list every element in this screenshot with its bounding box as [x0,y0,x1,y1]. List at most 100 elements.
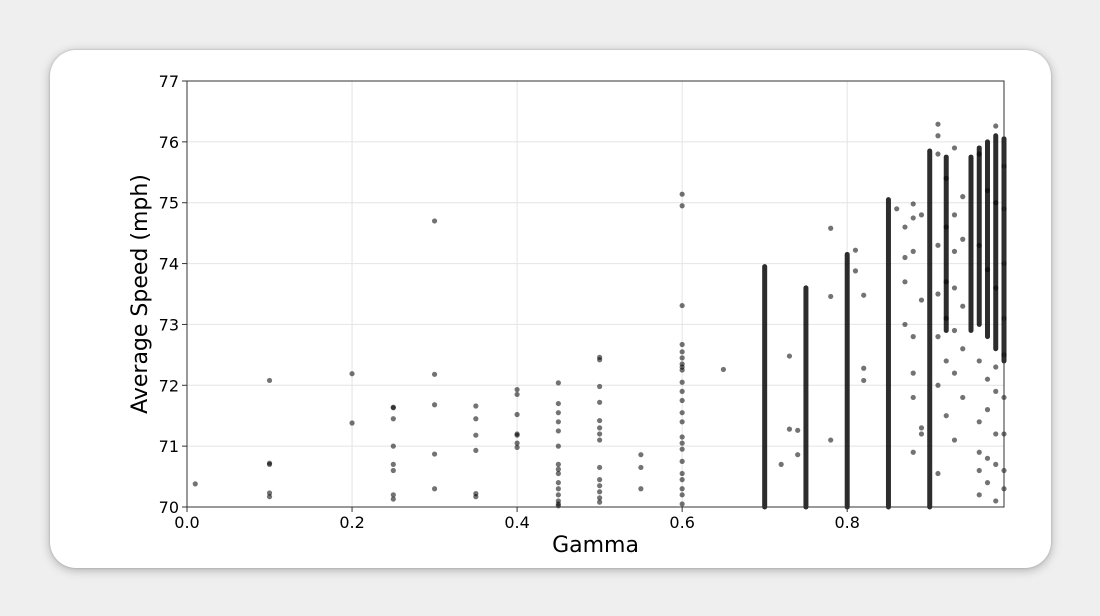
chart-card: 0.0 0.2 0.4 0.6 0.8 70 71 72 73 74 75 76 77 Gamma Av… [50,50,1051,568]
data-point [943,413,949,419]
data-point [679,458,685,464]
data-point [951,285,958,291]
data-point [984,407,991,413]
data-point [910,248,916,254]
data-point [993,388,999,394]
data-point [984,376,991,382]
data-point [951,248,958,254]
data-point [638,452,644,458]
data-point [984,187,991,194]
data-point [679,501,685,507]
data-point [902,224,908,230]
data-point [555,503,561,509]
data-point [943,224,949,230]
data-point [679,410,685,416]
data-point [918,212,925,218]
data-point [852,268,859,274]
data-point [679,349,685,355]
data-point [266,494,273,500]
y-tick-label: 70 [159,498,179,517]
data-point [902,279,908,285]
data-point [473,432,479,438]
data-point [597,464,603,471]
data-point [935,291,941,297]
data-point [597,357,603,363]
data-point [555,466,561,472]
data-point [555,470,561,477]
data-point [984,267,991,273]
data-point [679,397,685,404]
data-point [473,494,479,500]
data-point [861,365,867,371]
data-point [993,498,999,504]
data-point [431,218,438,224]
x-tick-label: 0.0 [174,513,199,532]
data-point [555,428,561,434]
data-point [976,151,982,157]
data-point [984,455,991,461]
data-point [943,358,949,364]
data-point [597,495,603,501]
data-point [993,200,999,206]
data-point [431,486,438,492]
data-point [597,437,603,443]
data-point [993,123,999,129]
data-point [679,440,685,446]
data-point [935,242,941,248]
data-point [514,440,520,446]
data-point [555,461,561,467]
x-tick-label: 0.8 [834,513,859,532]
data-point [555,480,561,486]
data-point [910,394,916,401]
data-point [976,419,982,425]
data-point [679,486,685,492]
data-point [918,431,925,437]
data-point [266,461,273,467]
y-tick-label: 76 [159,133,179,152]
data-point [473,416,479,422]
data-point [679,355,685,361]
data-point [555,419,561,425]
data-point [679,434,685,440]
data-point [679,477,685,483]
data-point [976,492,982,498]
data-point [473,447,479,454]
data-point [679,341,685,348]
data-point [935,382,941,388]
data-point [960,394,966,401]
data-point [555,443,561,449]
data-point [597,499,603,505]
data-point [514,432,520,438]
data-point [902,254,908,261]
data-point [679,492,685,498]
data-point [679,388,685,394]
data-point [993,364,999,370]
data-point [720,366,727,373]
y-tick-label: 77 [159,72,179,91]
x-axis-title: Gamma [552,533,639,558]
data-point [993,431,999,437]
data-point [679,203,685,209]
plot-frame [186,80,1005,508]
data-point [943,175,949,181]
data-point [910,334,916,340]
data-point [951,327,958,334]
data-point [910,449,916,455]
data-point [976,449,982,455]
data-point [795,427,801,433]
data-point [951,370,958,376]
data-point [555,486,561,492]
data-point [390,461,396,467]
data-point [679,419,685,425]
x-tick-label: 0.4 [504,513,529,532]
data-point [431,451,438,457]
y-axis-title: Average Speed (mph) [128,174,153,414]
scatter-chart: 0.0 0.2 0.4 0.6 0.8 70 71 72 73 74 75 76 77 Gamma Av… [128,72,1007,558]
data-point [679,446,685,452]
data-point [861,292,867,298]
data-point [638,464,644,471]
data-point [390,492,396,498]
data-points [192,121,1007,510]
data-point [984,480,991,486]
data-point [935,133,941,139]
